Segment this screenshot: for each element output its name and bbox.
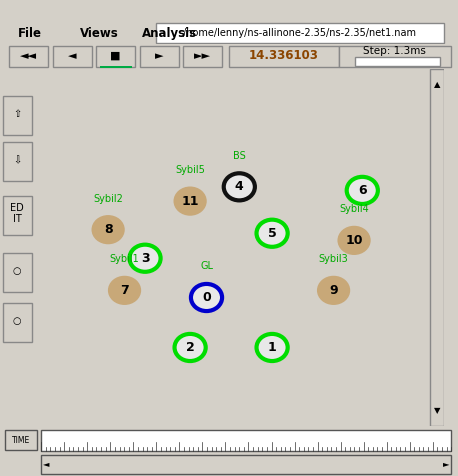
Circle shape [130,245,161,272]
FancyBboxPatch shape [430,69,444,426]
Text: Sybil4: Sybil4 [339,204,369,214]
FancyBboxPatch shape [3,142,32,181]
FancyBboxPatch shape [100,66,132,68]
Text: TIME: TIME [11,436,30,445]
Text: 1: 1 [268,341,277,354]
Circle shape [338,227,370,254]
FancyBboxPatch shape [3,303,32,342]
Text: ED
IT: ED IT [10,203,24,224]
Text: Analysis: Analysis [142,27,197,40]
Text: Sybil3: Sybil3 [319,254,349,264]
Circle shape [174,334,206,361]
Circle shape [109,277,140,304]
Text: 11: 11 [181,195,199,208]
FancyBboxPatch shape [355,58,440,66]
Text: Step: 1.3ms: Step: 1.3ms [363,46,426,56]
Text: 10: 10 [345,234,363,247]
FancyBboxPatch shape [41,455,451,474]
Text: ◄: ◄ [43,459,49,468]
FancyBboxPatch shape [183,46,222,67]
Text: ⇩: ⇩ [13,155,21,165]
Text: ►►: ►► [194,50,211,60]
Text: ▼: ▼ [434,407,440,415]
FancyBboxPatch shape [229,46,339,67]
Text: Sybil2: Sybil2 [93,194,123,204]
FancyBboxPatch shape [9,46,48,67]
Text: 5: 5 [268,227,277,240]
Text: ►: ► [443,459,450,468]
FancyBboxPatch shape [3,253,32,292]
Text: ○: ○ [13,266,22,276]
FancyBboxPatch shape [3,96,32,135]
Text: ⇧: ⇧ [13,109,21,119]
FancyBboxPatch shape [41,430,451,451]
Circle shape [256,220,288,247]
FancyBboxPatch shape [53,46,92,67]
Text: GL: GL [200,261,213,271]
FancyBboxPatch shape [3,196,32,235]
Text: 2: 2 [186,341,195,354]
Text: ◄: ◄ [68,50,76,60]
Text: ▲: ▲ [434,80,440,89]
Circle shape [174,188,206,215]
Text: 9: 9 [329,284,338,297]
Circle shape [256,334,288,361]
FancyBboxPatch shape [140,46,179,67]
Text: ►: ► [155,50,164,60]
Circle shape [318,277,349,304]
Text: Sybil1: Sybil1 [109,254,139,264]
Circle shape [191,284,222,311]
Text: /home/lenny/ns-allinone-2.35/ns-2.35/net1.nam: /home/lenny/ns-allinone-2.35/ns-2.35/net… [184,28,416,38]
Circle shape [224,173,255,200]
FancyBboxPatch shape [339,46,451,67]
Text: BS: BS [233,151,245,161]
FancyBboxPatch shape [96,46,135,67]
Circle shape [347,177,378,204]
Text: File: File [18,27,42,40]
FancyBboxPatch shape [156,23,444,43]
Text: 14.336103: 14.336103 [249,49,319,62]
Text: ○: ○ [13,316,22,326]
Text: 7: 7 [120,284,129,297]
FancyBboxPatch shape [5,430,37,450]
Text: 0: 0 [202,291,211,304]
Text: ■: ■ [110,50,121,60]
Text: 8: 8 [104,223,113,236]
Text: Sybil5: Sybil5 [175,165,205,175]
Circle shape [93,216,124,243]
Text: Views: Views [80,27,119,40]
Text: 4: 4 [235,180,244,193]
Text: 6: 6 [358,184,366,197]
Text: 3: 3 [141,252,149,265]
Text: ◄◄: ◄◄ [20,50,37,60]
